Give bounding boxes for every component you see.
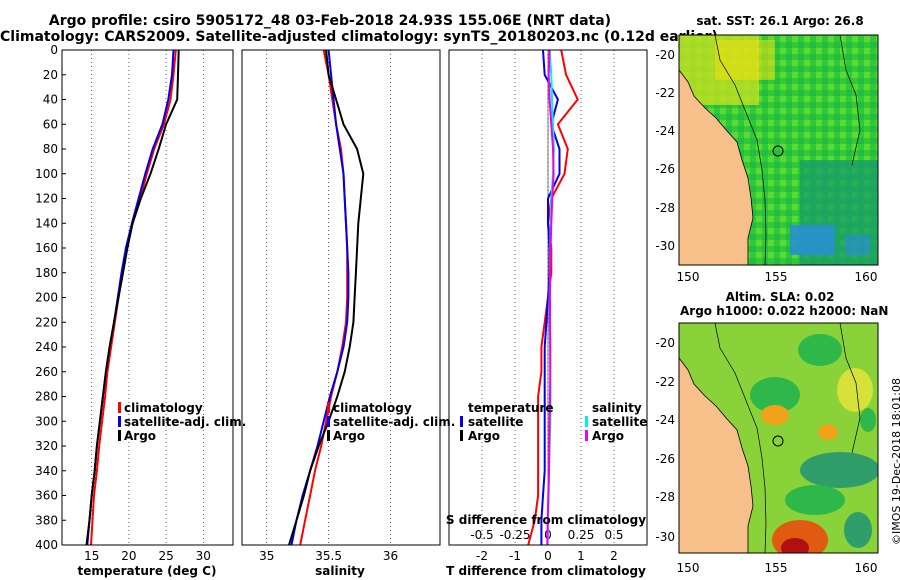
sst-map-axes: -20 -22 -24 -26 -28 -30 150 155 160 bbox=[655, 48, 877, 284]
y-tick-label: 300 bbox=[35, 414, 58, 428]
legend-label: climatology bbox=[333, 401, 412, 415]
y-tick-label: 360 bbox=[35, 489, 58, 503]
x-tick-label: 15 bbox=[84, 549, 99, 563]
y-tick-label: 320 bbox=[35, 439, 58, 453]
legend-label: Argo bbox=[592, 429, 624, 443]
salinity-legend: climatology satellite-adj. clim. Argo bbox=[327, 401, 455, 443]
salinity-xlabel: salinity bbox=[315, 564, 365, 578]
landmass bbox=[679, 357, 754, 553]
legend-label: satellite-adj. clim. bbox=[124, 415, 246, 429]
sla-field bbox=[679, 323, 878, 553]
map-xtick: 155 bbox=[765, 270, 788, 284]
y-tick-label: 140 bbox=[35, 216, 58, 230]
series-line-argo bbox=[288, 49, 365, 546]
temperature-legend: climatology satellite-adj. clim. Argo bbox=[118, 401, 246, 443]
map-xtick: 150 bbox=[677, 561, 700, 575]
sst-map-title: sat. SST: 26.1 Argo: 26.8 bbox=[696, 14, 864, 28]
legend-label: satellite-adj. clim. bbox=[333, 415, 455, 429]
legend-label: climatology bbox=[124, 401, 203, 415]
top-tick-label: -0.25 bbox=[499, 528, 530, 542]
y-tick-label: 160 bbox=[35, 241, 58, 255]
map-ytick: -24 bbox=[655, 124, 675, 138]
map-ytick: -28 bbox=[655, 201, 675, 215]
argo-location-marker bbox=[772, 145, 784, 157]
y-tick-label: 280 bbox=[35, 390, 58, 404]
y-tick-label: 240 bbox=[35, 340, 58, 354]
difference-top-xlabel: S difference from climatology bbox=[446, 513, 646, 527]
temperature-xlabel: temperature (deg C) bbox=[78, 564, 217, 578]
bathymetry-contour bbox=[714, 323, 767, 553]
bathymetry-contour bbox=[839, 35, 861, 166]
map-ytick: -26 bbox=[655, 452, 675, 466]
y-tick-label: 0 bbox=[50, 43, 58, 57]
y-tick-label: 40 bbox=[43, 93, 58, 107]
top-tick-label: -0.5 bbox=[470, 528, 493, 542]
map-ytick: -24 bbox=[655, 413, 675, 427]
map-ytick: -22 bbox=[655, 375, 675, 389]
legend-label: satellite bbox=[592, 415, 647, 429]
x-tick-label: 1 bbox=[577, 549, 585, 563]
sla-map-title-1: Altim. SLA: 0.02 bbox=[725, 290, 835, 304]
x-tick-label: 25 bbox=[158, 549, 173, 563]
x-tick-label: 36 bbox=[383, 549, 398, 563]
top-tick-label: 0.5 bbox=[604, 528, 623, 542]
y-tick-label: 120 bbox=[35, 192, 58, 206]
map-xtick: 155 bbox=[765, 561, 788, 575]
header-line-1: Argo profile: csiro 5905172_48 03-Feb-20… bbox=[48, 13, 612, 29]
x-tick-label: 35.5 bbox=[315, 549, 342, 563]
bathymetry-contour bbox=[714, 35, 767, 265]
map-ytick: -26 bbox=[655, 162, 675, 176]
y-tick-label: 380 bbox=[35, 513, 58, 527]
x-tick-label: 35 bbox=[259, 549, 274, 563]
difference-legend: temperature salinity satellite Argo sate… bbox=[460, 401, 647, 443]
x-tick-label: 0 bbox=[544, 549, 552, 563]
x-tick-label: 20 bbox=[121, 549, 136, 563]
credit-text: ©IMOS 19-Dec-2018 18:01:08 bbox=[890, 378, 900, 545]
map-xtick: 160 bbox=[855, 561, 878, 575]
legend-label: satellite bbox=[468, 415, 523, 429]
map-ytick: -28 bbox=[655, 490, 675, 504]
legend-label: Argo bbox=[468, 429, 500, 443]
x-tick-label: 30 bbox=[196, 549, 211, 563]
y-tick-label: 20 bbox=[43, 68, 58, 82]
sla-map-axes: -20 -22 -24 -26 -28 -30 150 155 160 bbox=[655, 336, 877, 575]
argo-location-marker bbox=[772, 435, 784, 447]
x-tick-label: 2 bbox=[610, 549, 618, 563]
y-tick-label: 180 bbox=[35, 266, 58, 280]
header-line-2: Climatology: CARS2009. Satellite-adjuste… bbox=[0, 29, 718, 45]
y-tick-label: 340 bbox=[35, 464, 58, 478]
legend-header: temperature bbox=[468, 401, 553, 415]
x-tick-label: -1 bbox=[509, 549, 521, 563]
map-xtick: 160 bbox=[855, 270, 878, 284]
map-xtick: 150 bbox=[677, 270, 700, 284]
map-ytick: -20 bbox=[655, 48, 675, 62]
landmass bbox=[679, 69, 754, 265]
y-tick-label: 80 bbox=[43, 142, 58, 156]
y-tick-label: 100 bbox=[35, 167, 58, 181]
legend-label: Argo bbox=[333, 429, 365, 443]
map-ytick: -30 bbox=[655, 239, 675, 253]
x-tick-label: -2 bbox=[476, 549, 488, 563]
sst-field bbox=[679, 35, 878, 265]
legend-header: salinity bbox=[592, 401, 642, 415]
legend-label: Argo bbox=[124, 429, 156, 443]
series-line-salinity-argo bbox=[546, 49, 555, 546]
difference-xlabel: T difference from climatology bbox=[446, 564, 646, 578]
map-ytick: -22 bbox=[655, 86, 675, 100]
bathymetry-contour bbox=[839, 323, 861, 454]
top-tick-label: 0.25 bbox=[568, 528, 595, 542]
map-ytick: -30 bbox=[655, 530, 675, 544]
y-tick-label: 60 bbox=[43, 117, 58, 131]
map-ytick: -20 bbox=[655, 336, 675, 350]
series-line-argo bbox=[85, 49, 180, 546]
y-tick-label: 400 bbox=[35, 538, 58, 552]
y-tick-label: 220 bbox=[35, 315, 58, 329]
sla-map-title-2: Argo h1000: 0.022 h2000: NaN bbox=[680, 304, 889, 318]
y-tick-label: 260 bbox=[35, 365, 58, 379]
y-tick-label: 200 bbox=[35, 291, 58, 305]
